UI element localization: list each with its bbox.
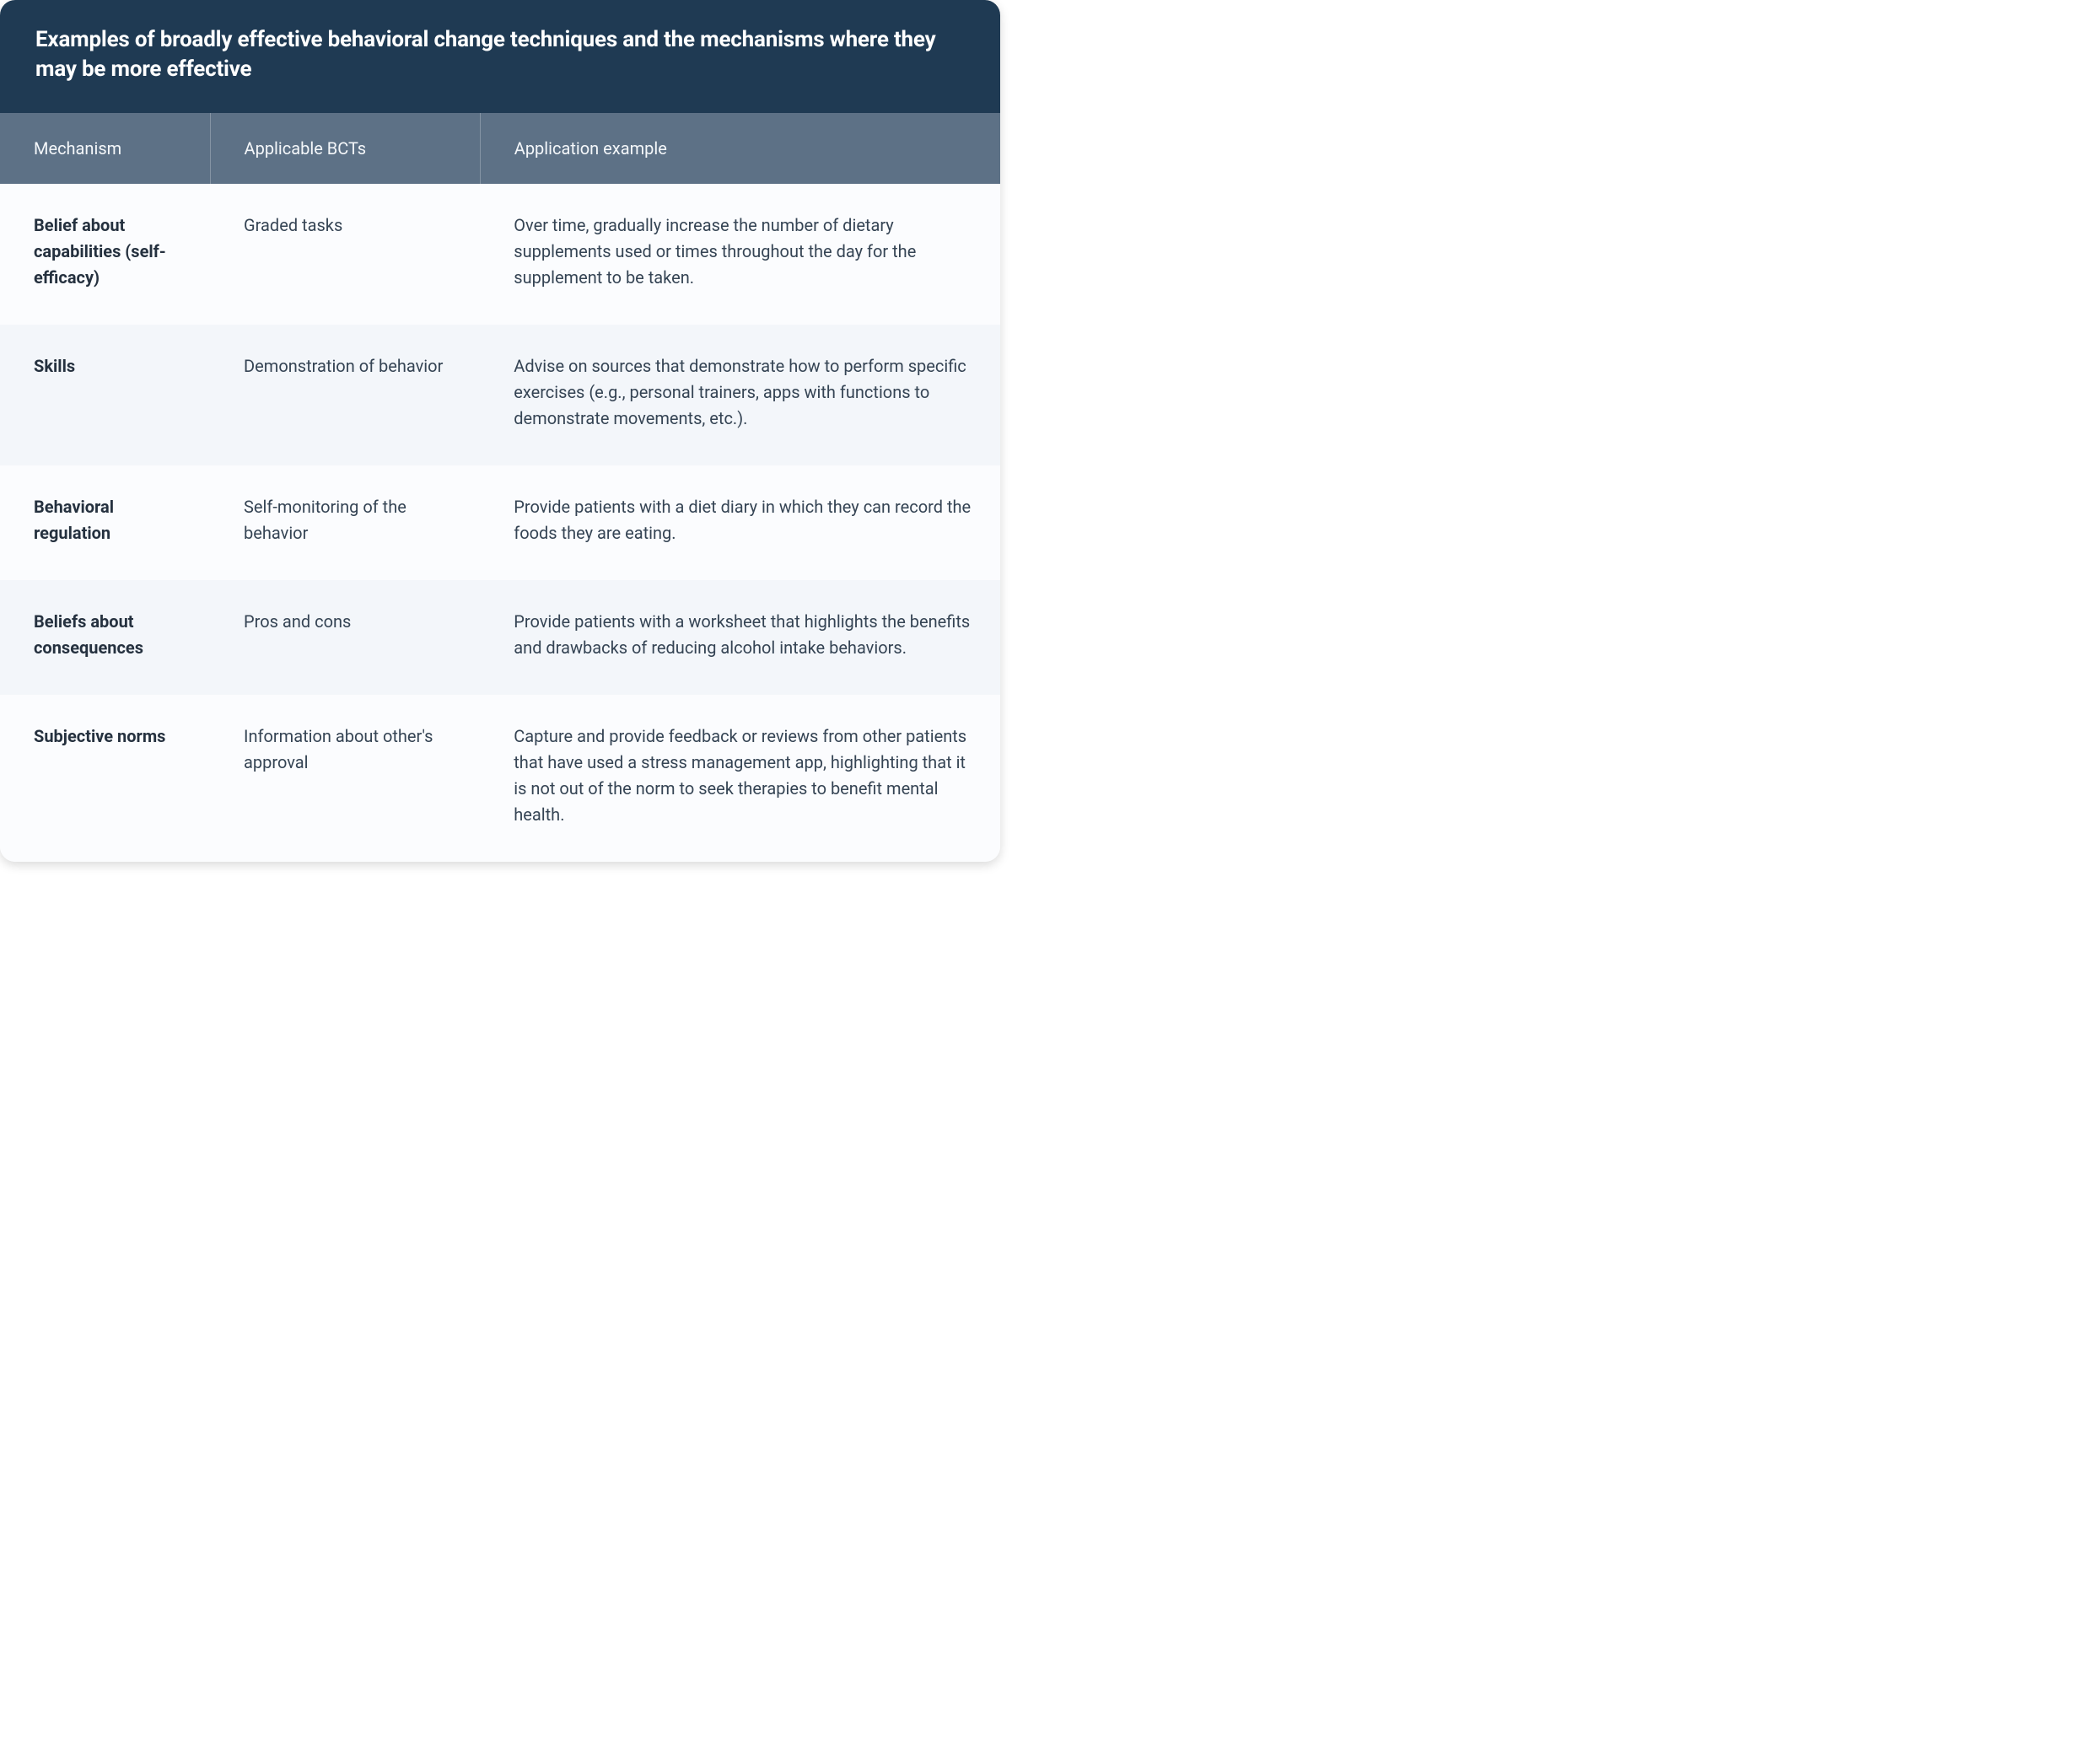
cell-example: Capture and provide feedback or reviews … <box>480 695 1000 862</box>
cell-mechanism: Subjective norms <box>0 695 210 862</box>
table-row: Belief about capabilities (self-efficacy… <box>0 184 1000 325</box>
table-row: Subjective norms Information about other… <box>0 695 1000 862</box>
cell-example: Provide patients with a diet diary in wh… <box>480 465 1000 580</box>
table-header-row: Mechanism Applicable BCTs Application ex… <box>0 113 1000 184</box>
cell-bct: Information about other's approval <box>210 695 480 862</box>
cell-mechanism: Beliefs about consequences <box>0 580 210 695</box>
cell-example: Provide patients with a worksheet that h… <box>480 580 1000 695</box>
cell-mechanism: Behavioral regulation <box>0 465 210 580</box>
cell-example: Advise on sources that demonstrate how t… <box>480 325 1000 465</box>
col-header-bct: Applicable BCTs <box>210 113 480 184</box>
card-header: Examples of broadly effective behavioral… <box>0 0 1000 113</box>
table-row: Beliefs about consequences Pros and cons… <box>0 580 1000 695</box>
cell-bct: Demonstration of behavior <box>210 325 480 465</box>
table-row: Behavioral regulation Self-monitoring of… <box>0 465 1000 580</box>
col-header-mechanism: Mechanism <box>0 113 210 184</box>
bct-table: Mechanism Applicable BCTs Application ex… <box>0 113 1000 862</box>
cell-bct: Self-monitoring of the behavior <box>210 465 480 580</box>
cell-mechanism: Belief about capabilities (self-efficacy… <box>0 184 210 325</box>
cell-example: Over time, gradually increase the number… <box>480 184 1000 325</box>
table-row: Skills Demonstration of behavior Advise … <box>0 325 1000 465</box>
cell-bct: Pros and cons <box>210 580 480 695</box>
bct-card: Examples of broadly effective behavioral… <box>0 0 1000 862</box>
col-header-example: Application example <box>480 113 1000 184</box>
card-title: Examples of broadly effective behavioral… <box>35 25 965 84</box>
cell-bct: Graded tasks <box>210 184 480 325</box>
cell-mechanism: Skills <box>0 325 210 465</box>
